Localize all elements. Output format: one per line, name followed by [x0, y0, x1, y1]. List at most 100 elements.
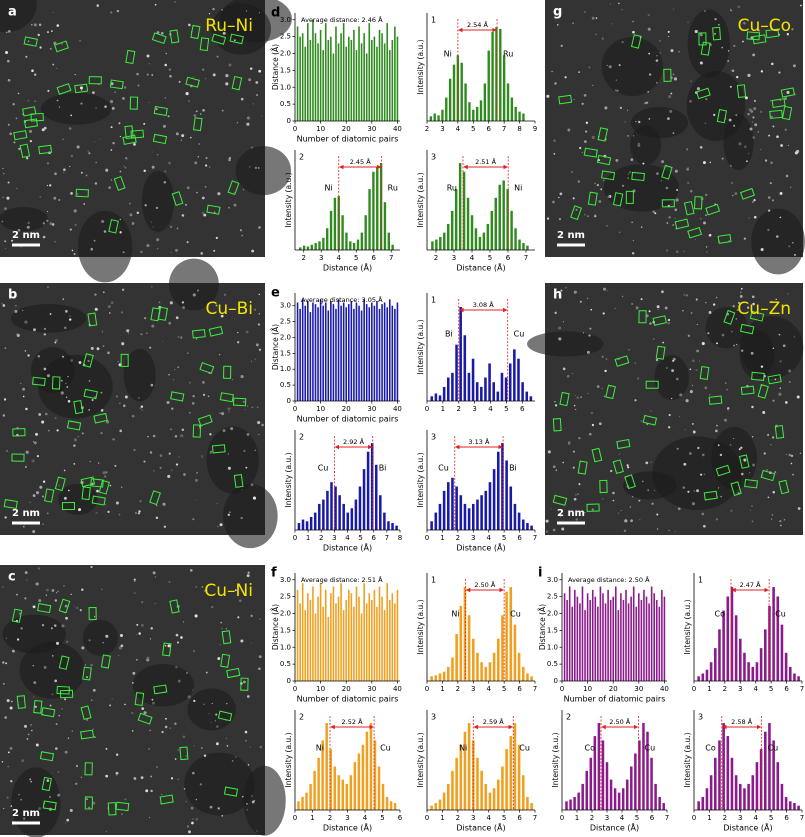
atom-dot	[56, 24, 60, 27]
atom-dot	[159, 466, 162, 469]
atom-dot	[550, 508, 553, 510]
bar	[431, 241, 434, 250]
dark-region	[141, 170, 175, 232]
atom-dot	[601, 498, 604, 500]
atom-dot	[233, 191, 236, 193]
atom-dot	[764, 159, 768, 162]
bar	[379, 495, 382, 530]
x-axis-label: Distance (Å)	[590, 822, 639, 833]
atom-dot	[787, 144, 789, 146]
atom-dot	[730, 9, 732, 12]
atom-dot	[740, 446, 743, 449]
atom-dot	[125, 157, 128, 160]
distance-label: 2.58 Å	[731, 717, 753, 726]
atom-dot	[33, 23, 37, 27]
atom-dot	[151, 698, 154, 701]
atom-dot	[579, 300, 582, 303]
dark-region	[19, 641, 85, 699]
pair-box	[558, 94, 573, 105]
atom-dot	[67, 737, 70, 739]
atom-dot	[128, 332, 130, 334]
pair-box	[84, 762, 93, 776]
atom-dot	[696, 87, 700, 91]
bar	[509, 736, 513, 810]
atom-dot	[618, 64, 621, 67]
atom-dot	[652, 210, 655, 213]
atom-dot	[585, 121, 589, 124]
bar	[349, 775, 353, 810]
atom-dot	[10, 700, 13, 703]
atom-dot	[42, 480, 46, 483]
atom-dot	[177, 749, 179, 751]
atom-dot	[153, 470, 155, 472]
atom-dot	[735, 318, 738, 320]
x-tick-label: 4	[486, 534, 491, 542]
atom-dot	[5, 31, 8, 34]
element-label: Cu	[514, 330, 525, 339]
atom-dot	[642, 162, 645, 165]
x-tick-label: 2	[456, 814, 460, 822]
atom-dot	[793, 336, 795, 338]
pair-box	[661, 199, 675, 208]
atom-dot	[237, 332, 239, 334]
atom-dot	[64, 310, 68, 313]
atom-dot	[208, 12, 211, 15]
atom-dot	[790, 454, 794, 458]
bar	[571, 606, 574, 681]
bar	[581, 783, 584, 810]
atom-dot	[47, 31, 49, 34]
pair-box	[199, 37, 210, 52]
atom-dot	[691, 422, 694, 425]
atom-dot	[601, 387, 603, 390]
bar	[625, 779, 629, 810]
atom-dot	[638, 499, 641, 502]
bar	[709, 775, 713, 810]
atom-dot	[192, 818, 194, 820]
pair-box	[240, 677, 249, 691]
bar	[506, 189, 509, 250]
x-tick-label: 7	[385, 534, 389, 542]
atom-dot	[215, 713, 218, 716]
atom-dot	[70, 593, 72, 596]
bar	[500, 372, 504, 401]
atom-dot	[587, 215, 589, 217]
atom-dot	[228, 411, 230, 413]
bar	[391, 244, 394, 250]
atom-dot	[210, 721, 212, 723]
bar	[726, 596, 730, 681]
atom-dot	[69, 809, 73, 813]
bar	[340, 305, 342, 401]
atom-dot	[774, 378, 777, 381]
atom-dot	[236, 122, 238, 124]
atom-dot	[705, 214, 707, 217]
atom-dot	[24, 724, 27, 728]
bar	[730, 587, 734, 681]
pair-box	[75, 188, 89, 198]
bar	[514, 228, 517, 250]
atom-dot	[140, 250, 143, 254]
y-axis-label: Distance (Å)	[271, 324, 280, 370]
atom-dot	[656, 81, 658, 84]
bar	[650, 586, 653, 681]
bar	[342, 23, 345, 121]
atom-dot	[69, 228, 72, 231]
atom-dot	[554, 311, 557, 315]
atom-dot	[715, 518, 719, 521]
atom-dot	[30, 781, 32, 783]
atom-dot	[105, 634, 109, 638]
x-tick-label: 1	[306, 534, 310, 542]
pair-box	[705, 203, 721, 216]
pair-box	[577, 460, 588, 475]
bar	[722, 610, 725, 681]
atom-dot	[667, 321, 671, 325]
bar	[309, 516, 313, 530]
bar	[310, 244, 313, 250]
x-tick-label: 4	[486, 685, 491, 693]
atom-dot	[64, 604, 68, 608]
dark-region	[82, 619, 119, 656]
atom-dot	[129, 213, 133, 217]
atom-dot	[13, 141, 16, 144]
bar	[442, 386, 446, 401]
atom-dot	[16, 333, 19, 336]
pair-box	[223, 365, 232, 379]
